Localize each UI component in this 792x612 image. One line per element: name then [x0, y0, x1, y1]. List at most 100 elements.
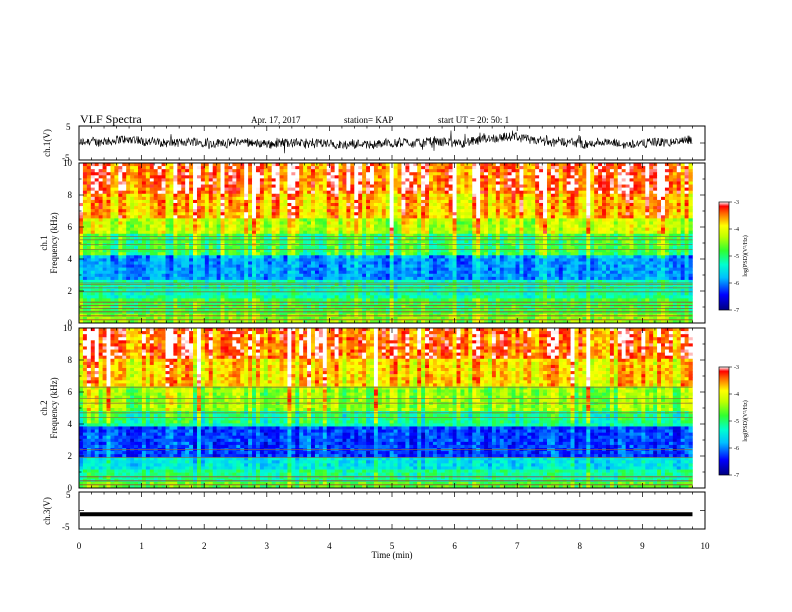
- spectrogram-cell: [114, 212, 119, 216]
- spectrogram-cell: [633, 209, 638, 213]
- spectrogram-cell: [558, 169, 563, 173]
- spectrogram-cell: [126, 175, 131, 179]
- spectrogram-cell: [621, 224, 626, 228]
- spectrogram-cell: [621, 163, 626, 167]
- spectrogram-cell: [515, 255, 520, 259]
- spectrogram-cell: [314, 215, 320, 219]
- spectrogram-cell: [126, 166, 131, 170]
- spectrogram-cell: [535, 255, 540, 259]
- spectrogram-cell: [594, 215, 599, 219]
- spectrogram-cell: [346, 175, 351, 179]
- spectrogram-cell: [82, 249, 88, 253]
- spectrogram-cell: [543, 166, 548, 170]
- spectrogram-cell: [531, 163, 536, 167]
- spectrogram-cell: [161, 172, 166, 176]
- spectrogram-cell: [405, 209, 410, 213]
- spectrogram-cell: [425, 166, 430, 170]
- spectrogram-cell: [165, 190, 170, 195]
- spectrogram-cell: [102, 258, 107, 262]
- spectrogram-cell: [649, 224, 654, 228]
- spectrogram-cell: [86, 178, 92, 182]
- spectrogram-cell: [370, 166, 375, 170]
- spectrogram-cell: [82, 190, 88, 195]
- spectrogram-cell: [271, 178, 276, 182]
- spectrogram-cell: [106, 209, 111, 213]
- spectrogram-cell: [495, 163, 501, 167]
- spectrogram-cell: [543, 246, 548, 250]
- spectrogram-cell: [672, 246, 678, 250]
- spectrogram-cell: [432, 233, 438, 238]
- spectrogram-cell: [118, 215, 123, 219]
- spectrogram-cell: [177, 252, 182, 256]
- spectrogram-cell: [173, 246, 178, 250]
- spectrogram-cell: [322, 206, 328, 210]
- spectrogram-cell: [621, 203, 626, 207]
- spectrogram-cell: [448, 199, 453, 204]
- spectrogram-cell: [102, 203, 107, 207]
- spectrogram-cell: [487, 196, 493, 201]
- spectrogram-cell: [535, 193, 540, 198]
- spectrogram-cell: [629, 190, 634, 195]
- spectrogram-cell: [110, 206, 115, 210]
- spectrogram-cell: [303, 172, 308, 176]
- spectrogram-cell: [271, 239, 276, 244]
- spectrogram-cell: [362, 221, 367, 225]
- spectrogram-cell: [236, 239, 241, 244]
- spectrogram-cell: [405, 252, 410, 256]
- spectrogram-cell: [181, 224, 186, 228]
- spectrogram-cell: [668, 166, 674, 170]
- spectrogram-cell: [625, 169, 630, 173]
- spectrogram-cell: [491, 169, 497, 173]
- spectrogram-cell: [366, 190, 371, 195]
- spectrogram-cell: [562, 203, 567, 207]
- spectrogram-cell: [342, 184, 347, 188]
- spectrogram-cell: [432, 181, 438, 185]
- spectrogram-cell: [373, 187, 379, 191]
- spectrogram-cell: [456, 218, 461, 222]
- spectrogram-cell: [515, 187, 520, 191]
- spectrogram-cell: [244, 233, 249, 238]
- spectrogram-cell: [688, 249, 693, 253]
- spectrogram-cell: [283, 239, 288, 244]
- spectrogram-cell: [169, 252, 174, 256]
- spectrogram-cell: [244, 221, 249, 225]
- spectrogram-cell: [358, 166, 363, 170]
- spectrogram-cell: [228, 196, 233, 201]
- spectrogram-cell: [366, 236, 371, 241]
- spectrogram-cell: [480, 196, 485, 201]
- spectrogram-cell: [338, 166, 343, 170]
- spectrogram-cell: [232, 255, 237, 259]
- spectrogram-cell: [255, 230, 261, 235]
- spectrogram-cell: [495, 193, 501, 198]
- spectrogram-cell: [676, 163, 681, 167]
- spectrogram-cell: [664, 224, 670, 228]
- spectrogram-cell: [287, 212, 292, 216]
- spectrogram-cell: [122, 233, 127, 238]
- spectrogram-cell: [440, 193, 446, 198]
- spectrogram-cell: [432, 224, 438, 228]
- spectrogram-cell: [295, 236, 300, 241]
- spectrogram-cell: [440, 184, 446, 188]
- spectrogram-cell: [531, 175, 536, 179]
- spectrogram-cell: [558, 166, 563, 170]
- spectrogram-cell: [421, 239, 426, 244]
- spectrogram-cell: [594, 230, 599, 235]
- spectrogram-cell: [641, 224, 646, 228]
- spectrogram-cell: [484, 209, 489, 213]
- spectrogram-cell: [200, 246, 206, 250]
- spectrogram-cell: [672, 252, 678, 256]
- spectrogram-cell: [326, 163, 331, 167]
- spectrogram-cell: [444, 181, 449, 185]
- spectrogram-cell: [86, 193, 92, 198]
- spectrogram-cell: [248, 255, 253, 259]
- spectrogram-cell: [641, 175, 646, 179]
- spectrogram-cell: [405, 224, 410, 228]
- spectrogram-cell: [429, 221, 434, 225]
- spectrogram-cell: [240, 255, 245, 259]
- spectrogram-cell: [181, 252, 186, 256]
- spectrogram-cell: [82, 203, 88, 207]
- ch1-ytick-top: 5: [66, 122, 71, 132]
- spectrogram-cell: [114, 193, 119, 198]
- spectrogram-cell: [605, 203, 611, 207]
- spectrogram-cell: [566, 181, 571, 185]
